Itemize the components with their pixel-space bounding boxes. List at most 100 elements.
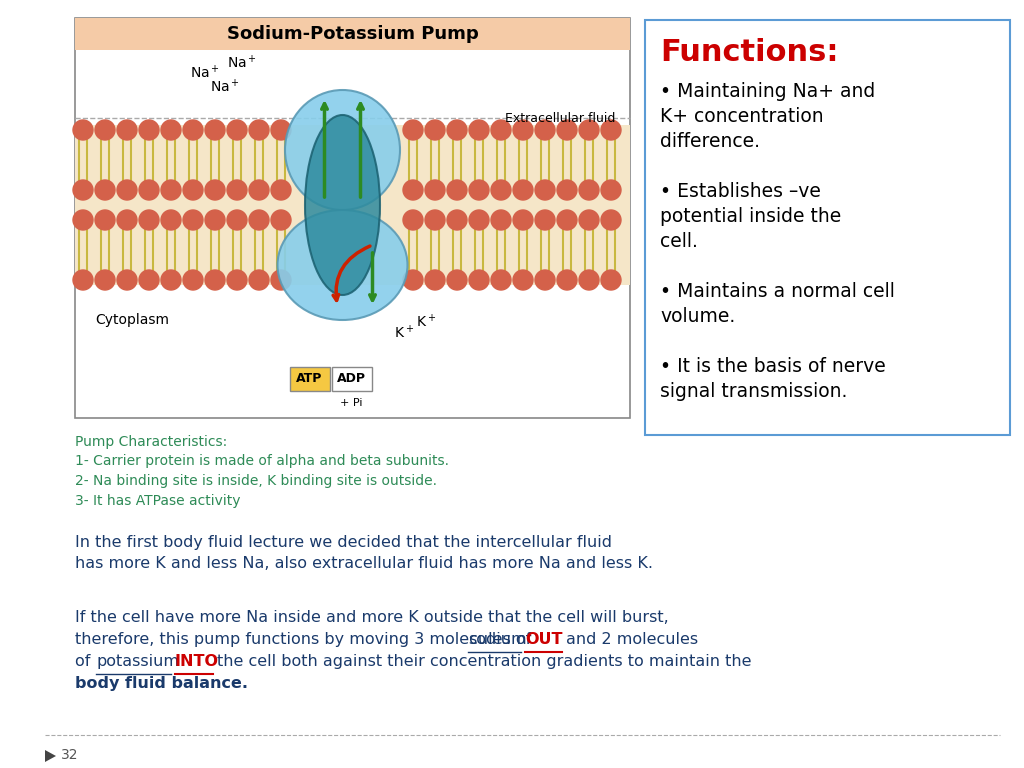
Circle shape — [447, 120, 467, 140]
Text: ADP: ADP — [337, 372, 366, 386]
Circle shape — [579, 180, 599, 200]
Circle shape — [249, 270, 269, 290]
Circle shape — [535, 210, 555, 230]
Circle shape — [249, 210, 269, 230]
Circle shape — [183, 180, 203, 200]
Circle shape — [161, 210, 181, 230]
Text: OUT: OUT — [525, 632, 562, 647]
Circle shape — [139, 120, 159, 140]
Circle shape — [205, 210, 225, 230]
Circle shape — [403, 120, 423, 140]
Circle shape — [403, 270, 423, 290]
Circle shape — [403, 210, 423, 230]
Circle shape — [73, 180, 93, 200]
Circle shape — [447, 270, 467, 290]
Circle shape — [535, 120, 555, 140]
Circle shape — [425, 180, 445, 200]
Circle shape — [579, 210, 599, 230]
Circle shape — [601, 270, 621, 290]
Circle shape — [490, 120, 511, 140]
Text: body fluid balance.: body fluid balance. — [75, 676, 248, 691]
Circle shape — [601, 120, 621, 140]
Text: therefore, this pump functions by moving 3 molecules of: therefore, this pump functions by moving… — [75, 632, 537, 647]
Circle shape — [249, 180, 269, 200]
FancyBboxPatch shape — [75, 18, 630, 50]
Text: K$^+$: K$^+$ — [394, 323, 415, 341]
Circle shape — [183, 210, 203, 230]
Circle shape — [557, 180, 577, 200]
Text: Na$^+$: Na$^+$ — [190, 64, 220, 81]
Circle shape — [139, 270, 159, 290]
Text: Extracellular fluid: Extracellular fluid — [505, 111, 615, 124]
Text: of: of — [75, 654, 95, 669]
Circle shape — [535, 270, 555, 290]
Circle shape — [95, 180, 115, 200]
FancyBboxPatch shape — [290, 367, 330, 391]
Text: If the cell have more Na inside and more K outside that the cell will burst,: If the cell have more Na inside and more… — [75, 610, 669, 625]
Circle shape — [227, 210, 247, 230]
Circle shape — [425, 210, 445, 230]
Text: Sodium-Potassium Pump: Sodium-Potassium Pump — [226, 25, 478, 43]
Circle shape — [205, 120, 225, 140]
Circle shape — [161, 270, 181, 290]
Text: ATP: ATP — [296, 372, 323, 386]
Circle shape — [249, 120, 269, 140]
FancyBboxPatch shape — [332, 367, 372, 391]
Circle shape — [469, 270, 489, 290]
Circle shape — [490, 180, 511, 200]
Circle shape — [117, 120, 137, 140]
Circle shape — [601, 180, 621, 200]
Circle shape — [117, 270, 137, 290]
Text: Cytoplasm: Cytoplasm — [95, 313, 169, 327]
FancyBboxPatch shape — [75, 18, 630, 418]
Circle shape — [183, 270, 203, 290]
Circle shape — [490, 210, 511, 230]
Polygon shape — [45, 750, 56, 762]
Text: + Pi: + Pi — [340, 398, 362, 408]
Text: INTO: INTO — [175, 654, 219, 669]
Circle shape — [95, 210, 115, 230]
Circle shape — [513, 210, 534, 230]
Text: K$^+$: K$^+$ — [416, 313, 435, 330]
Text: sodium: sodium — [468, 632, 526, 647]
Circle shape — [117, 210, 137, 230]
Circle shape — [490, 270, 511, 290]
Circle shape — [205, 180, 225, 200]
Circle shape — [227, 120, 247, 140]
Text: 32: 32 — [61, 748, 79, 762]
Circle shape — [403, 180, 423, 200]
Circle shape — [227, 180, 247, 200]
Circle shape — [447, 210, 467, 230]
Circle shape — [271, 210, 291, 230]
Circle shape — [139, 180, 159, 200]
Circle shape — [271, 180, 291, 200]
Circle shape — [557, 270, 577, 290]
Ellipse shape — [285, 90, 400, 210]
Text: Na$^+$: Na$^+$ — [210, 78, 240, 95]
Circle shape — [95, 270, 115, 290]
Circle shape — [271, 270, 291, 290]
Circle shape — [469, 120, 489, 140]
Text: Pump Characteristics:
1- Carrier protein is made of alpha and beta subunits.
2- : Pump Characteristics: 1- Carrier protein… — [75, 435, 449, 508]
Circle shape — [535, 180, 555, 200]
Ellipse shape — [305, 115, 380, 295]
FancyBboxPatch shape — [645, 20, 1010, 435]
Circle shape — [117, 180, 137, 200]
Circle shape — [447, 180, 467, 200]
Circle shape — [579, 120, 599, 140]
Text: Functions:: Functions: — [660, 38, 839, 67]
Text: • Maintaining Na+ and
K+ concentration
difference.

• Establishes –ve
potential : • Maintaining Na+ and K+ concentration d… — [660, 82, 895, 401]
Circle shape — [73, 120, 93, 140]
Text: In the first body fluid lecture we decided that the intercellular fluid
has more: In the first body fluid lecture we decid… — [75, 535, 653, 571]
Circle shape — [425, 120, 445, 140]
Text: Na$^+$: Na$^+$ — [227, 54, 257, 71]
Circle shape — [73, 210, 93, 230]
Circle shape — [601, 210, 621, 230]
Circle shape — [95, 120, 115, 140]
Circle shape — [139, 210, 159, 230]
Circle shape — [579, 270, 599, 290]
Circle shape — [513, 270, 534, 290]
Circle shape — [161, 180, 181, 200]
Circle shape — [183, 120, 203, 140]
Circle shape — [513, 180, 534, 200]
